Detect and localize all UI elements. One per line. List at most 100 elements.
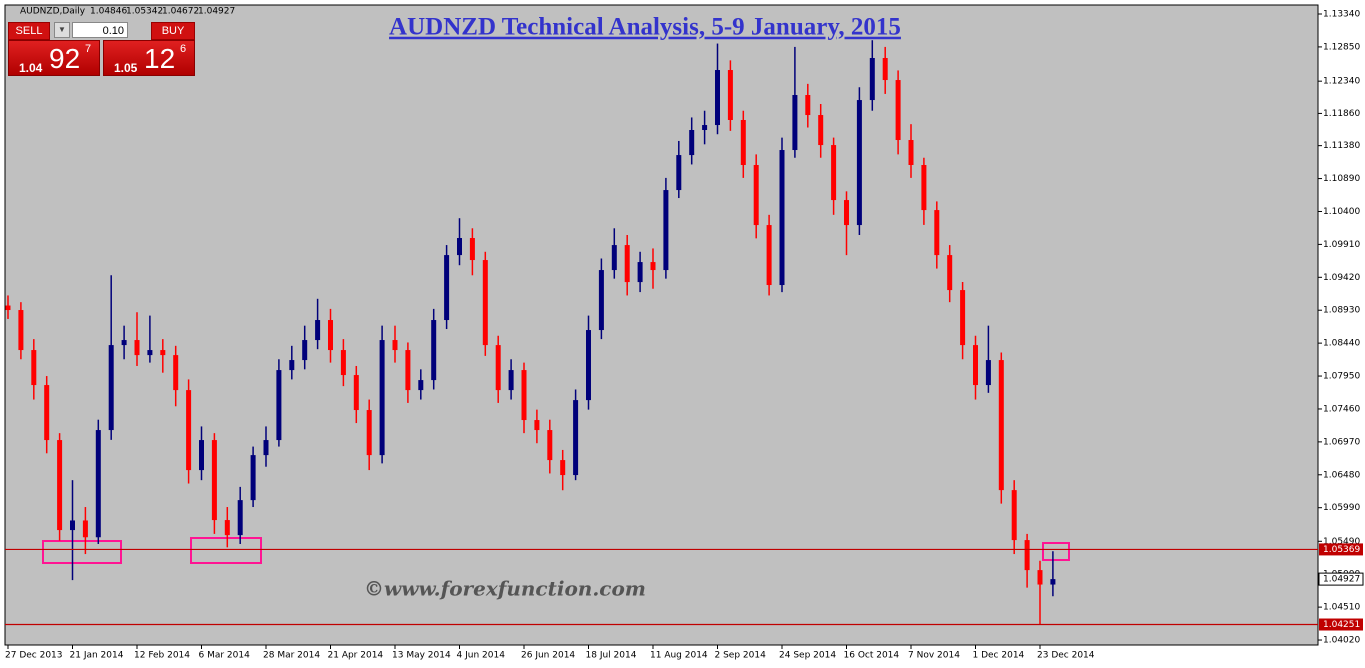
price-prefix: 1.05 [114,61,138,75]
candle-body [573,400,579,476]
y-tick-label: 1.12340 [1323,77,1360,87]
candle-body [998,360,1004,491]
candle-body [160,350,166,356]
x-tick-label: 27 Dec 2013 [5,651,63,661]
candle-body [444,255,450,321]
candle-body [534,420,540,431]
candle-body [727,70,733,120]
candle-body [224,520,230,536]
sell-price[interactable]: 1.04 92 7 [8,40,100,76]
candle-body [457,238,462,256]
level-label: 1.05369 [1323,545,1360,555]
candle-body [211,440,217,521]
y-tick-label: 1.10890 [1323,174,1360,184]
ohlc-open: 1.04846 [90,7,127,17]
x-tick-label: 21 Apr 2014 [328,651,384,661]
y-tick-label: 1.07950 [1323,372,1360,382]
candle-body [108,345,114,431]
candle-body [779,150,785,286]
candle-body [560,460,566,476]
candle-body [482,260,488,346]
x-tick-label: 6 Mar 2014 [199,651,251,661]
level-tag [1319,618,1363,631]
candle-body [818,115,824,146]
candle-body [469,238,475,261]
candle-body [1037,570,1043,585]
candle-body [702,125,708,131]
candle-body [250,455,256,501]
candle-body [237,500,243,536]
x-tick-label: 28 Mar 2014 [263,651,320,661]
sell-button[interactable]: SELL [8,22,50,40]
candle-body [1011,490,1017,541]
level-tag [1319,543,1363,556]
price-tag-label: 1.04927 [1323,575,1360,585]
candle-body [882,57,888,81]
symbol-label: AUDNZD,Daily [20,7,86,17]
candle-body [186,390,192,471]
y-tick-label: 1.13340 [1323,10,1360,20]
price-pip: 6 [180,43,187,55]
candle-body [985,360,991,386]
candle-body [740,119,746,165]
x-tick-label: 4 Jun 2014 [457,651,506,661]
x-tick-label: 7 Nov 2014 [908,651,960,661]
y-tick-label: 1.05990 [1323,503,1360,513]
candle-body [869,57,875,101]
x-tick-label: 16 Oct 2014 [844,651,900,661]
y-tick-label: 1.04510 [1323,603,1360,613]
y-tick-label: 1.08930 [1323,306,1360,316]
candle-body [960,290,966,346]
candle-body [689,130,695,156]
candle-body [431,320,437,381]
candle-body [973,345,978,386]
candle-body [392,340,398,351]
y-tick-label: 1.11860 [1323,109,1360,119]
y-tick-label: 1.11380 [1323,141,1360,151]
candle-body [753,165,759,226]
candle-body [147,350,153,356]
candle-body [263,440,269,456]
candle-body [805,95,811,116]
price-main: 92 [49,43,81,74]
highlight-box [42,540,122,564]
candle-body [650,262,656,271]
chart-title: AUDNZD Technical Analysis, 5-9 January, … [389,14,901,41]
candle-body [31,350,37,386]
level-label: 1.04251 [1323,620,1360,630]
candle-body [121,340,127,346]
candle-body [173,355,179,391]
highlight-box [190,537,262,564]
y-tick-label: 1.10400 [1323,207,1360,217]
candle-body [1050,579,1056,585]
candle-body [637,262,643,283]
candle-body [521,370,527,421]
candle-body [276,370,282,441]
y-tick-label: 1.09420 [1323,273,1360,283]
price-main: 12 [144,43,176,74]
buy-button[interactable]: BUY [151,22,195,40]
candle-body [82,520,88,538]
lot-input[interactable]: 0.10 [72,22,128,38]
candle-body [908,140,914,165]
candle-body [663,190,669,271]
x-tick-label: 23 Dec 2014 [1037,651,1095,661]
candle-body [495,345,501,391]
candle-body [134,340,140,356]
y-tick-label: 1.06970 [1323,437,1360,447]
x-tick-label: 12 Feb 2014 [134,651,190,661]
candle-body [1024,540,1030,571]
y-tick-label: 1.09910 [1323,240,1360,250]
candle-body [598,270,604,331]
x-tick-label: 26 Jun 2014 [521,651,575,661]
candle-body [921,165,927,211]
candle-body [44,385,50,441]
candle-body [366,410,372,456]
candle-body [831,145,837,201]
ohlc-close: 1.04927 [198,7,235,17]
lot-down[interactable]: ▼ [54,22,70,38]
buy-price[interactable]: 1.05 12 6 [103,40,195,76]
candle-body [199,440,204,471]
x-tick-label: 21 Jan 2014 [70,651,124,661]
